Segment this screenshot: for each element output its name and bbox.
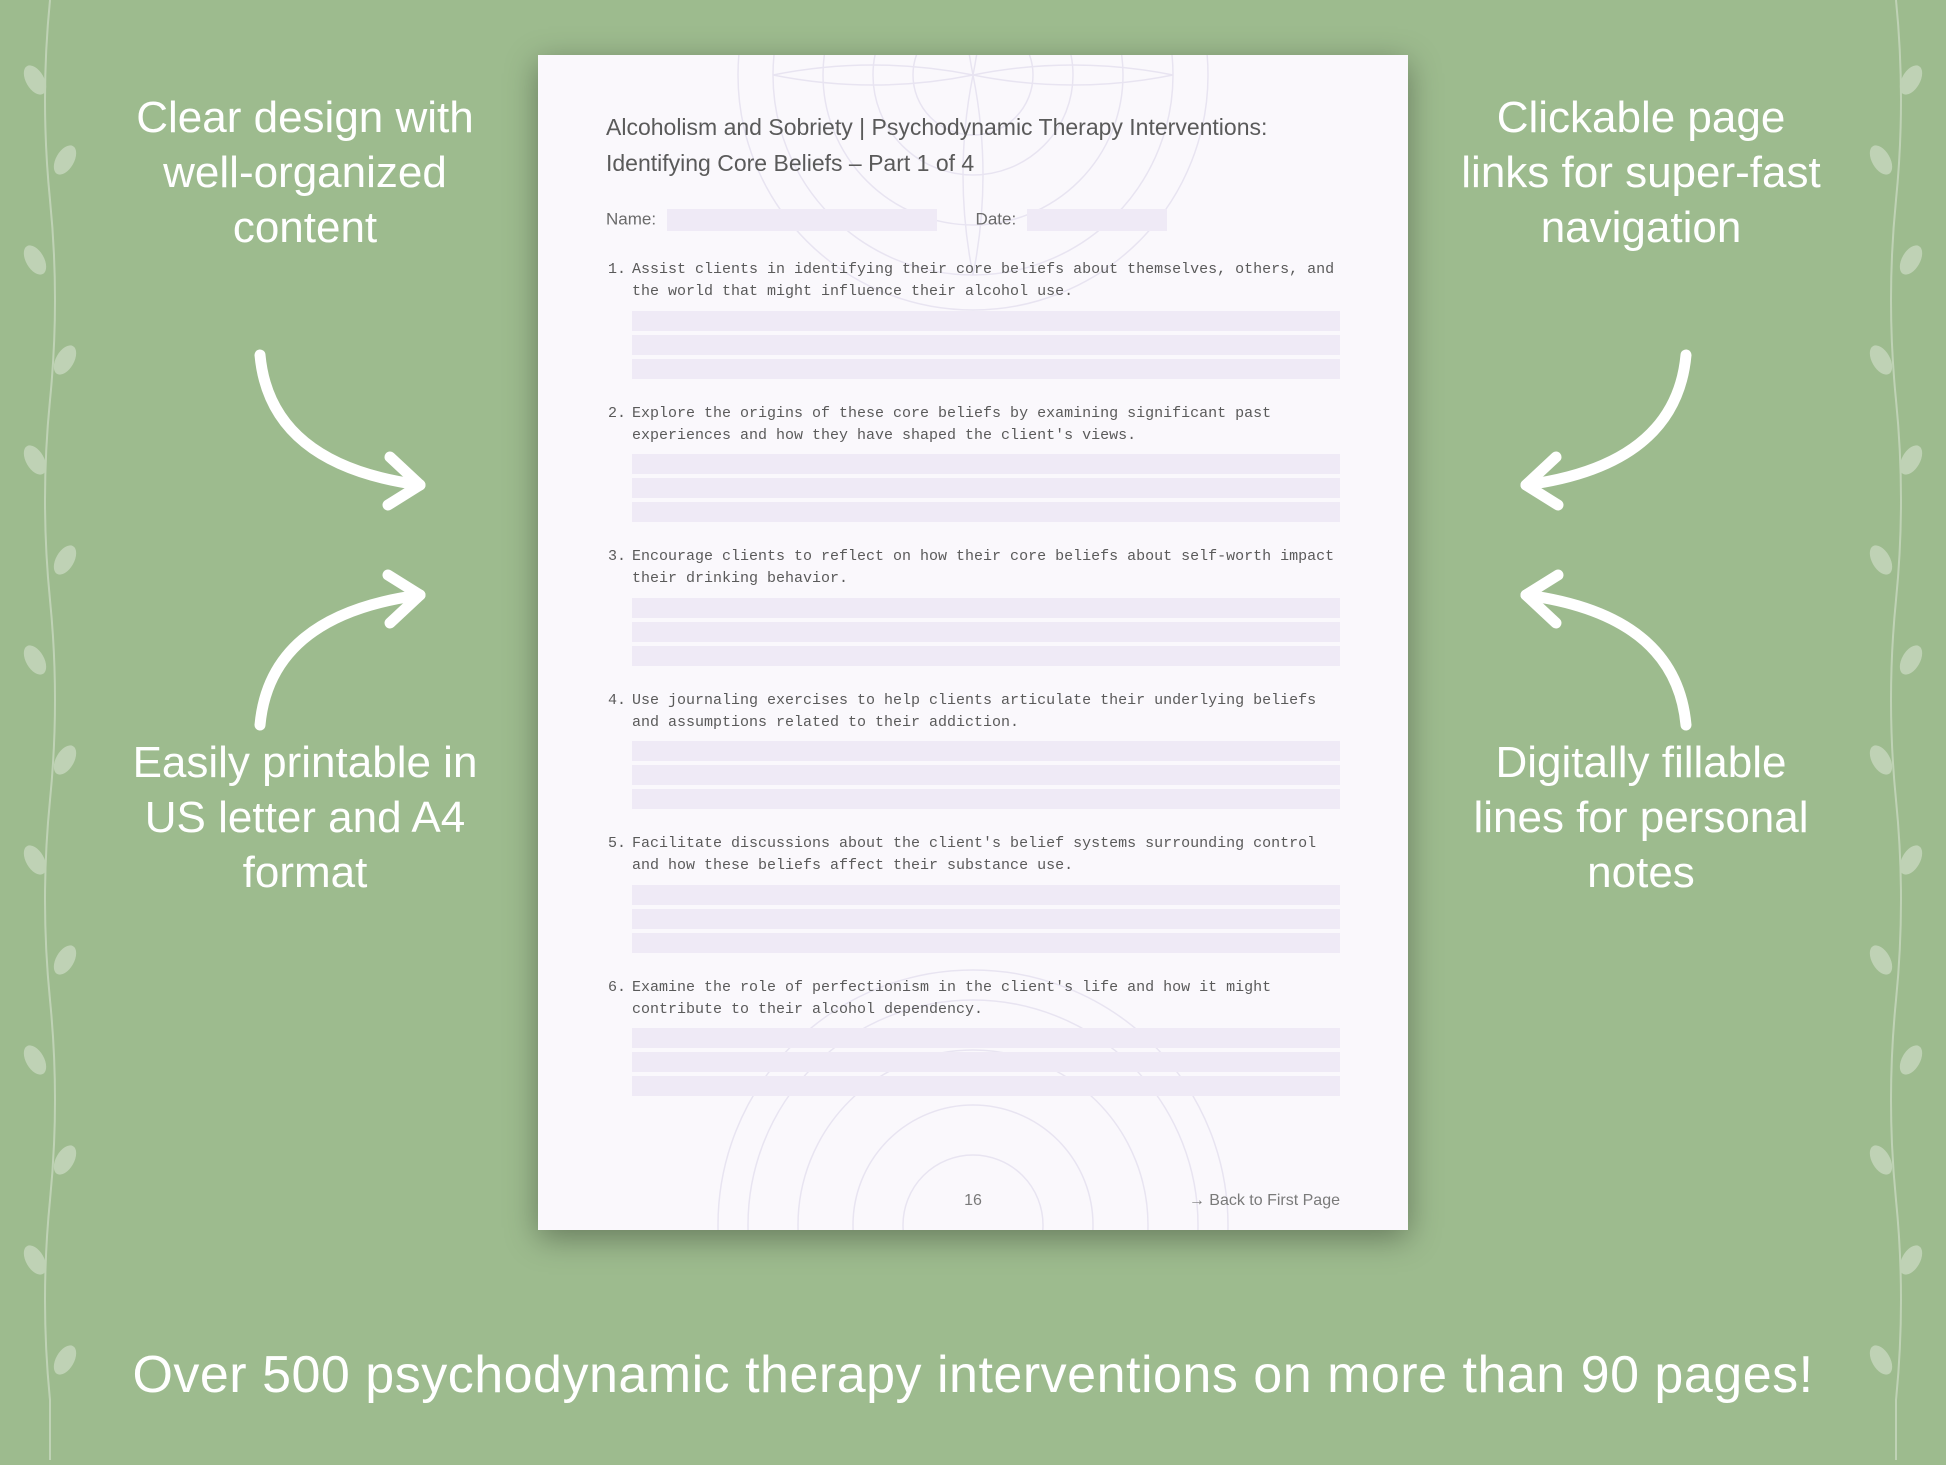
arrow-top-right-icon (1486, 335, 1716, 525)
fill-line[interactable] (632, 765, 1340, 785)
fill-line[interactable] (632, 1052, 1340, 1072)
fill-line[interactable] (632, 885, 1340, 905)
worksheet-item: 6.Examine the role of perfectionism in t… (606, 977, 1340, 1097)
fill-line[interactable] (632, 789, 1340, 809)
callout-bottom-left: Easily printable in US letter and A4 for… (115, 735, 495, 900)
item-number: 4. (606, 690, 632, 734)
item-text: Examine the role of perfectionism in the… (632, 977, 1340, 1021)
name-label: Name: (606, 210, 656, 229)
item-number: 6. (606, 977, 632, 1021)
page-number: 16 (964, 1192, 982, 1210)
document-title-line2: Identifying Core Beliefs – Part 1 of 4 (606, 150, 974, 176)
date-input[interactable] (1027, 209, 1167, 231)
item-text: Assist clients in identifying their core… (632, 259, 1340, 303)
callout-top-right: Clickable page links for super-fast navi… (1451, 90, 1831, 255)
bottom-banner: Over 500 psychodynamic therapy intervent… (0, 1345, 1946, 1405)
item-number: 5. (606, 833, 632, 877)
document-title: Alcoholism and Sobriety | Psychodynamic … (606, 110, 1340, 181)
fill-line[interactable] (632, 1076, 1340, 1096)
fill-line[interactable] (632, 741, 1340, 761)
fill-line[interactable] (632, 359, 1340, 379)
arrow-bottom-left-icon (230, 555, 460, 745)
document-page: Alcoholism and Sobriety | Psychodynamic … (538, 55, 1408, 1230)
item-text: Facilitate discussions about the client'… (632, 833, 1340, 877)
item-text: Use journaling exercises to help clients… (632, 690, 1340, 734)
fill-line[interactable] (632, 1028, 1340, 1048)
worksheet-item: 2.Explore the origins of these core beli… (606, 403, 1340, 523)
fill-line[interactable] (632, 311, 1340, 331)
worksheet-item: 4.Use journaling exercises to help clien… (606, 690, 1340, 810)
date-label: Date: (976, 210, 1017, 229)
fill-line[interactable] (632, 502, 1340, 522)
item-text: Explore the origins of these core belief… (632, 403, 1340, 447)
fill-line[interactable] (632, 622, 1340, 642)
fill-line[interactable] (632, 335, 1340, 355)
name-input[interactable] (667, 209, 937, 231)
fill-line[interactable] (632, 909, 1340, 929)
fill-line[interactable] (632, 454, 1340, 474)
fill-line[interactable] (632, 646, 1340, 666)
item-text: Encourage clients to reflect on how thei… (632, 546, 1340, 590)
vine-decor-left (10, 0, 90, 1460)
callout-top-left: Clear design with well-organized content (115, 90, 495, 255)
fill-line[interactable] (632, 478, 1340, 498)
fill-line[interactable] (632, 598, 1340, 618)
fill-line[interactable] (632, 933, 1340, 953)
items-list: 1.Assist clients in identifying their co… (606, 259, 1340, 1096)
worksheet-item: 1.Assist clients in identifying their co… (606, 259, 1340, 379)
document-title-line1: Alcoholism and Sobriety | Psychodynamic … (606, 114, 1267, 140)
callout-bottom-right: Digitally fillable lines for personal no… (1451, 735, 1831, 900)
arrow-top-left-icon (230, 335, 460, 525)
item-number: 3. (606, 546, 632, 590)
worksheet-item: 5.Facilitate discussions about the clien… (606, 833, 1340, 953)
document-meta: Name: Date: (606, 209, 1340, 231)
worksheet-item: 3.Encourage clients to reflect on how th… (606, 546, 1340, 666)
item-number: 1. (606, 259, 632, 303)
vine-decor-right (1856, 0, 1936, 1460)
arrow-bottom-right-icon (1486, 555, 1716, 745)
back-to-first-link[interactable]: → Back to First Page (1189, 1192, 1340, 1210)
item-number: 2. (606, 403, 632, 447)
